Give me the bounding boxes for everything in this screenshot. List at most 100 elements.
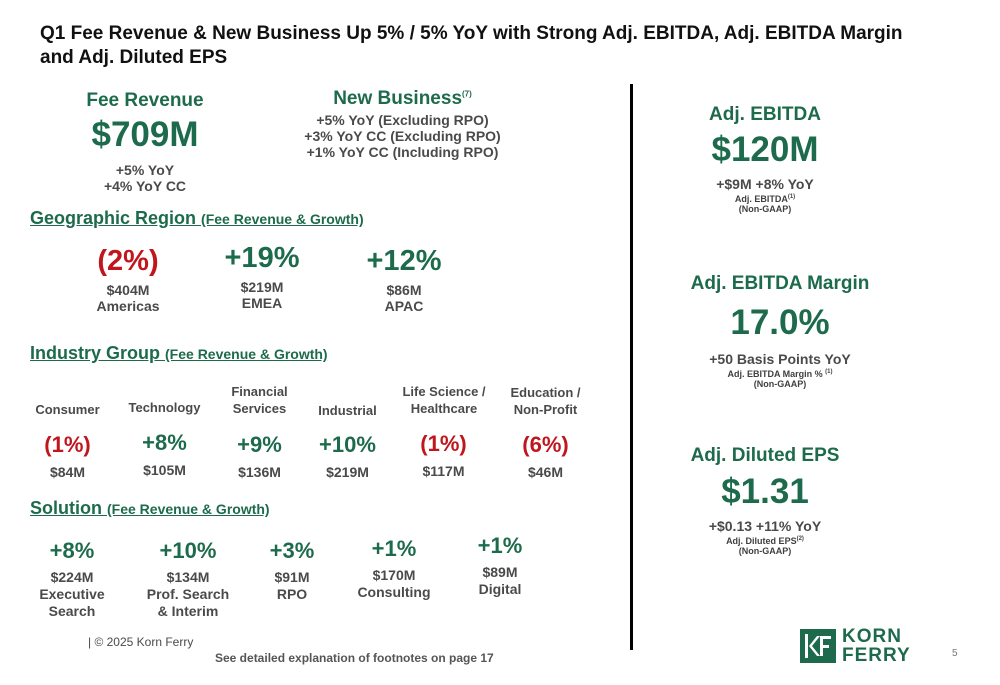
eps-note: Adj. Diluted EPS	[726, 536, 797, 546]
geo-title: Geographic Region	[30, 208, 197, 228]
ebitda-label: Adj. EBITDA	[709, 104, 821, 125]
eps-label: Adj. Diluted EPS	[690, 445, 840, 466]
industry-name-line-2: Non-Profit	[513, 402, 578, 417]
page-number: 5	[952, 648, 958, 659]
slide-title: Q1 Fee Revenue & New Business Up 5% / 5%…	[40, 23, 903, 68]
solution-amount: $134M	[166, 569, 210, 585]
fee-revenue-label: Fee Revenue	[86, 90, 204, 111]
new-business-line-1: +5% YoY (Excluding RPO)	[316, 112, 489, 128]
new-business-label: New Business	[333, 88, 463, 109]
industry-value: +8% $105M	[117, 430, 212, 478]
industry-name-line-2: Industrial	[318, 403, 377, 418]
industry-value: (1%) $117M	[396, 431, 491, 479]
industry-name: Industrial	[300, 385, 395, 419]
ebitda-margin-note: Adj. EBITDA Margin %	[727, 369, 823, 379]
ebitda-margin-block: Adj. EBITDA Margin 17.0% +50 Basis Point…	[655, 273, 905, 389]
industry-subtitle: (Fee Revenue & Growth)	[165, 346, 328, 362]
solution-amount: $91M	[274, 569, 310, 585]
industry-amount: $105M	[143, 462, 186, 478]
solution-item: +1% $170M Consulting	[344, 536, 444, 600]
solution-amount: $224M	[50, 569, 94, 585]
korn-ferry-logo-text: KORN FERRY	[842, 627, 911, 665]
industry-name-line-2: Consumer	[35, 402, 100, 417]
ebitda-value: $120M	[711, 130, 819, 169]
geo-amount: $404M	[106, 282, 150, 298]
industry-value: (6%) $46M	[498, 432, 593, 480]
copyright: | © 2025 Korn Ferry	[88, 635, 194, 649]
ebitda-margin-value: 17.0%	[730, 303, 830, 342]
industry-name-line-1	[117, 382, 212, 399]
ebitda-margin-change: +50 Basis Points YoY	[709, 351, 851, 367]
industry-title: Industry Group	[30, 343, 160, 363]
geo-growth: +12%	[366, 245, 442, 277]
solution-name-line-2: & Interim	[157, 603, 219, 619]
fee-revenue-yoy: +5% YoY	[115, 162, 175, 178]
industry-name-line-2: Technology	[128, 400, 201, 415]
eps-gaap: (Non-GAAP)	[738, 546, 792, 556]
industry-name-line-1: Life Science /	[402, 384, 486, 399]
solution-title: Solution	[30, 498, 102, 518]
geo-item: (2%) $404M Americas	[68, 245, 188, 314]
industry-growth: (1%)	[420, 431, 467, 456]
korn-ferry-logo-icon	[800, 629, 836, 663]
solution-growth: +1%	[477, 533, 523, 558]
solution-item: +3% $91M RPO	[250, 538, 334, 602]
solution-amount: $89M	[482, 564, 518, 580]
geo-growth: +19%	[224, 242, 300, 274]
solution-item: +1% $89M Digital	[455, 533, 545, 597]
industry-value: +9% $136M	[212, 432, 307, 480]
solution-subtitle: (Fee Revenue & Growth)	[107, 501, 270, 517]
eps-note-footnote: (2)	[796, 536, 804, 542]
industry-growth: +9%	[237, 432, 282, 457]
solution-section-title: Solution (Fee Revenue & Growth)	[30, 498, 270, 519]
industry-amount: $84M	[49, 464, 86, 480]
eps-change: +$0.13 +11% YoY	[708, 518, 822, 534]
industry-growth: (6%)	[522, 432, 569, 457]
industry-name: Consumer	[20, 384, 115, 418]
industry-name-line-2: Healthcare	[410, 401, 478, 416]
industry-name-line-1: Financial	[231, 384, 288, 399]
industry-amount: $219M	[326, 464, 369, 480]
industry-name: Financial Services	[212, 383, 307, 417]
industry-growth: +8%	[142, 430, 187, 455]
solution-item: +10% $134M Prof. Search & Interim	[128, 538, 248, 619]
geo-name: Americas	[96, 298, 160, 314]
industry-section-title: Industry Group (Fee Revenue & Growth)	[30, 343, 328, 364]
solution-item: +8% $224M Executive Search	[22, 538, 122, 619]
industry-name: Technology	[117, 382, 212, 416]
eps-block: Adj. Diluted EPS $1.31 +$0.13 +11% YoY A…	[655, 445, 875, 556]
industry-amount: $46M	[527, 464, 564, 480]
industry-value: +10% $219M	[300, 432, 395, 480]
solution-growth: +1%	[371, 536, 417, 561]
ebitda-change: +$9M +8% YoY	[716, 176, 814, 192]
solution-name-line-1: RPO	[276, 586, 308, 602]
new-business-line-2: +3% YoY CC (Excluding RPO)	[304, 128, 501, 144]
logo-mark-icon	[805, 634, 831, 658]
new-business-line-3: +1% YoY CC (Including RPO)	[306, 144, 499, 160]
ebitda-gaap: (Non-GAAP)	[738, 204, 792, 214]
geo-growth: (2%)	[97, 245, 159, 277]
fee-revenue-block: Fee Revenue $709M +5% YoY +4% YoY CC	[60, 90, 230, 194]
solution-amount: $170M	[372, 567, 416, 583]
solution-name-line-1: Executive	[39, 586, 105, 602]
fee-revenue-value: $709M	[91, 115, 199, 154]
industry-amount: $117M	[422, 463, 465, 479]
logo-line-1: KORN	[842, 626, 902, 647]
solution-name-line-1: Consulting	[357, 584, 431, 600]
industry-amount: $136M	[238, 464, 281, 480]
industry-growth: (1%)	[44, 432, 91, 457]
eps-value: $1.31	[721, 472, 809, 511]
geo-amount: $219M	[240, 279, 284, 295]
solution-growth: +3%	[269, 538, 315, 563]
solution-growth: +8%	[49, 538, 95, 563]
industry-name: Education / Non-Profit	[498, 384, 593, 418]
industry-name: Life Science / Healthcare	[390, 383, 498, 417]
solution-name-line-1: Digital	[478, 581, 522, 597]
geo-section-title: Geographic Region (Fee Revenue & Growth)	[30, 208, 364, 229]
solution-name-line-1: Prof. Search	[146, 586, 230, 602]
ebitda-margin-gaap: (Non-GAAP)	[753, 379, 807, 389]
industry-name-line-1	[300, 385, 395, 402]
geo-amount: $86M	[386, 282, 422, 298]
geo-subtitle: (Fee Revenue & Growth)	[201, 211, 364, 227]
industry-growth: +10%	[319, 432, 376, 457]
